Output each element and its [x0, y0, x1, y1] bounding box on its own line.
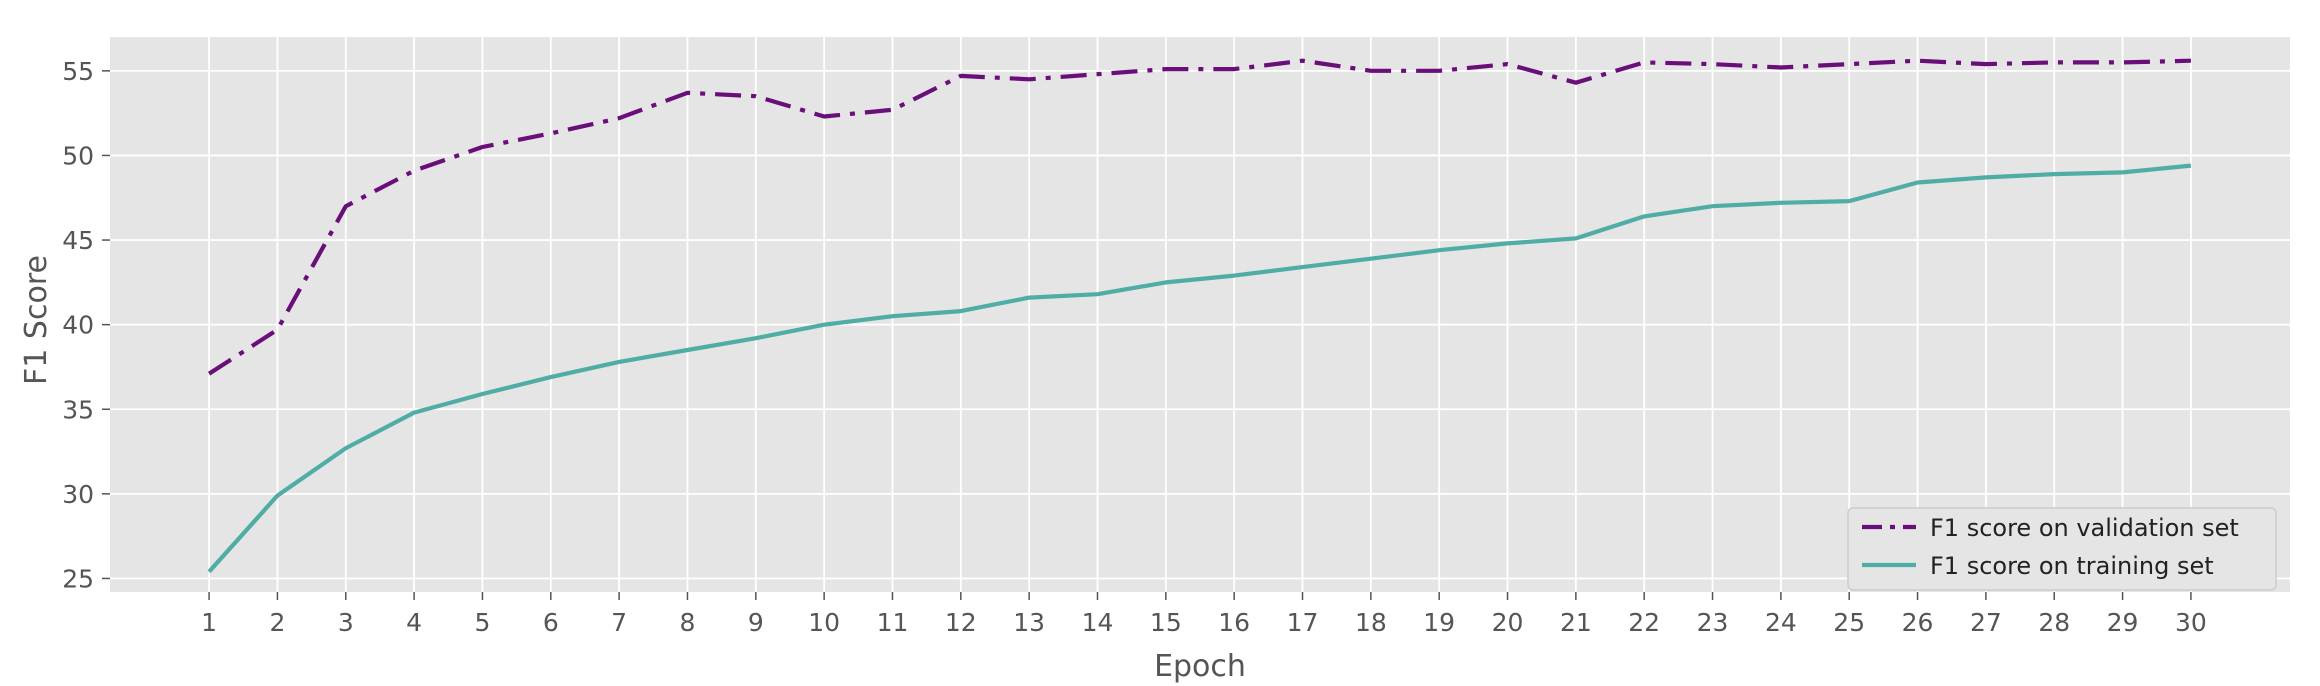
- x-tick-label: 22: [1628, 608, 1660, 637]
- x-tick-label: 10: [808, 608, 840, 637]
- x-tick-label: 21: [1560, 608, 1592, 637]
- x-tick-label: 11: [877, 608, 909, 637]
- x-tick-label: 12: [945, 608, 977, 637]
- x-tick-label: 16: [1218, 608, 1250, 637]
- x-tick-label: 5: [474, 608, 490, 637]
- x-tick-label: 26: [1902, 608, 1934, 637]
- y-tick-label: 30: [62, 480, 94, 509]
- x-tick-label: 2: [269, 608, 285, 637]
- x-tick-label: 9: [748, 608, 764, 637]
- x-tick-label: 13: [1013, 608, 1045, 637]
- series-line-0: [207, 58, 2191, 376]
- x-tick-label: 24: [1765, 608, 1797, 637]
- x-tick-label: 14: [1082, 608, 1114, 637]
- y-tick-label: 25: [62, 564, 94, 593]
- legend: F1 score on validation set F1 score on t…: [1847, 507, 2277, 591]
- x-tick-label: 1: [201, 608, 217, 637]
- legend-box: [1847, 507, 2277, 591]
- series-layer: [207, 58, 2192, 574]
- x-tick-label: 6: [543, 608, 559, 637]
- y-axis-ticks: 25 30 35 40 45 50 55: [62, 57, 110, 593]
- series-line-1: [207, 163, 2192, 574]
- legend-label-training: F1 score on training set: [1930, 552, 2214, 580]
- x-tick-label: 15: [1150, 608, 1182, 637]
- y-tick-label: 40: [62, 311, 94, 340]
- x-tick-label: 20: [1492, 608, 1524, 637]
- x-tick-label: 4: [406, 608, 422, 637]
- plot-background: [110, 37, 2290, 592]
- x-tick-label: 17: [1287, 608, 1319, 637]
- x-tick-label: 29: [2107, 608, 2139, 637]
- y-tick-label: 45: [62, 226, 94, 255]
- y-tick-label: 35: [62, 395, 94, 424]
- x-axis-ticks: 1 2 3 4 5 6 7 8 9 10 11 12 13 14 15 16 17 18 19 20 21 22 23 24 2…: [201, 592, 2207, 637]
- y-tick-label: 55: [62, 57, 94, 86]
- x-tick-label: 23: [1697, 608, 1729, 637]
- x-tick-label: 19: [1423, 608, 1455, 637]
- x-tick-label: 25: [1833, 608, 1865, 637]
- x-tick-label: 28: [2038, 608, 2070, 637]
- x-tick-label: 7: [611, 608, 627, 637]
- x-tick-label: 3: [338, 608, 354, 637]
- x-axis-label: Epoch: [1154, 649, 1246, 684]
- x-tick-label: 8: [680, 608, 696, 637]
- x-tick-label: 18: [1355, 608, 1387, 637]
- x-tick-label: 30: [2175, 608, 2207, 637]
- x-tick-label: 27: [1970, 608, 2002, 637]
- y-axis-label: F1 Score: [19, 255, 54, 385]
- legend-label-validation: F1 score on validation set: [1930, 514, 2239, 542]
- y-tick-label: 50: [62, 141, 94, 170]
